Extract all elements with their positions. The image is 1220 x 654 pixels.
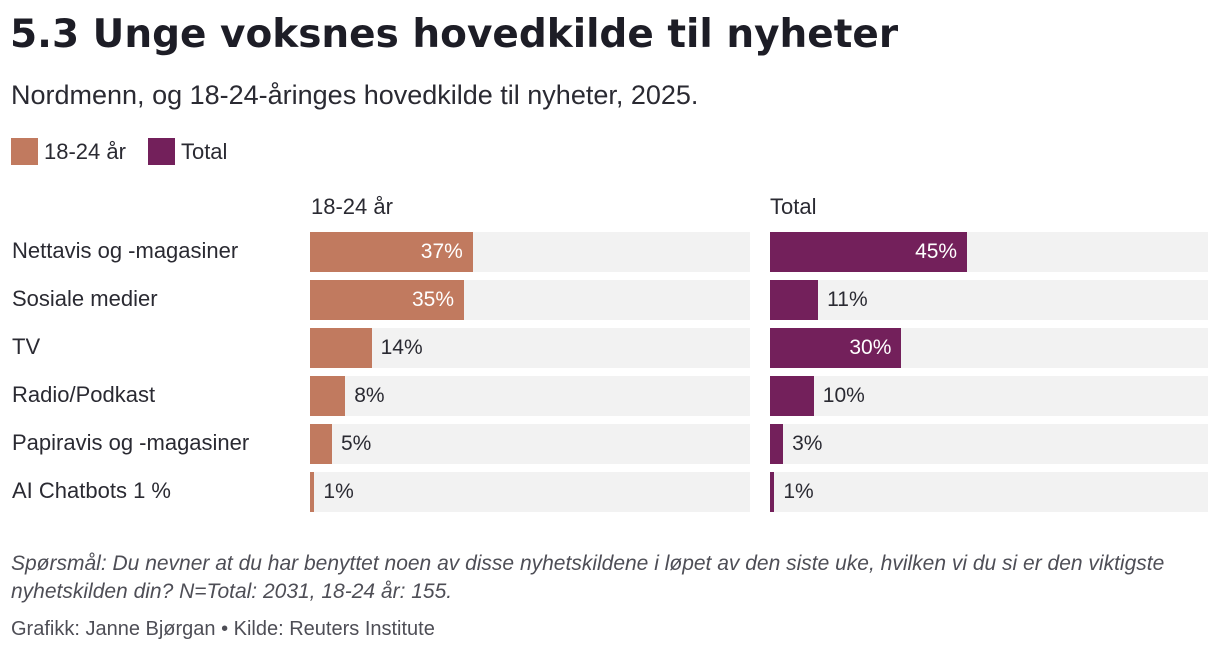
legend-item-total: Total [147, 138, 228, 165]
category-label: Papiravis og -magasiner [12, 430, 250, 455]
data-label: 1% [323, 480, 354, 503]
bar [770, 280, 819, 320]
bar [310, 280, 464, 320]
chart-subtitle: Nordmenn, og 18-24-åringes hovedkilde ti… [11, 80, 699, 110]
bar-track: 35% [310, 280, 750, 320]
bar-track: 10% [770, 376, 1208, 416]
legend-label-total: Total [180, 138, 228, 164]
data-label: 14% [380, 336, 423, 359]
bar [310, 376, 346, 416]
data-label: 1% [783, 480, 814, 503]
bar-track: 45% [770, 232, 1208, 272]
question-note: Spørsmål: Du nevner at du har benyttet n… [11, 552, 1165, 603]
bar-track: 11% [770, 280, 1208, 320]
panel-title-young: 18-24 år [311, 194, 393, 219]
bar [770, 376, 814, 416]
bar [770, 328, 902, 368]
bar [770, 232, 968, 272]
bar [310, 424, 332, 464]
legend-label-young: 18-24 år [44, 138, 126, 164]
bar-track: 3% [770, 424, 1208, 464]
data-label: 45% [915, 240, 958, 263]
bar [770, 472, 775, 512]
bar-track: 8% [310, 376, 750, 416]
bar-track: 37% [310, 232, 750, 272]
category-label: Sosiale medier [12, 286, 158, 311]
category-label: Radio/Podkast [12, 382, 156, 407]
bar [310, 328, 372, 368]
data-label: 3% [792, 432, 823, 455]
data-label: 37% [420, 240, 463, 263]
data-label: 8% [354, 384, 385, 407]
category-label: AI Chatbots 1 % [12, 478, 171, 503]
data-label: 11% [827, 288, 868, 311]
data-label: 10% [822, 384, 865, 407]
category-label: Nettavis og -magasiner [12, 238, 239, 263]
legend-swatch-young [11, 138, 38, 165]
panel-title-total: Total [770, 194, 817, 219]
bar-track: 30% [770, 328, 1208, 368]
bar [770, 424, 784, 464]
source-credit: Grafikk: Janne Bjørgan • Kilde: Reuters … [11, 618, 435, 640]
bar [310, 232, 473, 272]
legend-item-young: 18-24 år [11, 138, 126, 165]
bar-track: 1% [310, 472, 750, 512]
chart-title: 5.3 Unge voksnes hovedkilde til nyheter [10, 12, 899, 57]
data-label: 30% [849, 336, 892, 359]
bar [310, 472, 315, 512]
bar-track: 1% [770, 472, 1208, 512]
bar-track: 14% [310, 328, 750, 368]
legend: 18-24 år Total [11, 138, 249, 165]
bar-track: 5% [310, 424, 750, 464]
legend-swatch-total [147, 138, 175, 165]
category-label: TV [12, 334, 41, 359]
data-label: 5% [341, 432, 372, 455]
data-label: 35% [411, 288, 454, 311]
